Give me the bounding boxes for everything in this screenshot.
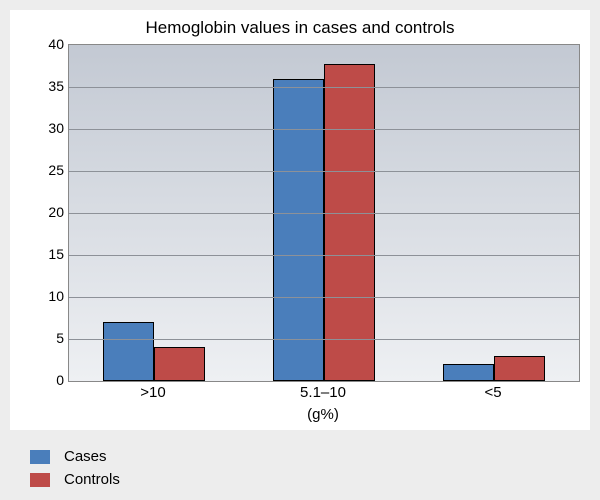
bar-cases: [443, 364, 494, 381]
y-tick-label: 10: [14, 288, 64, 304]
bar-controls: [494, 356, 545, 381]
legend-swatch: [30, 450, 50, 464]
legend-item: Controls: [30, 471, 120, 488]
x-axis-title: (g%): [68, 406, 578, 423]
legend-swatch: [30, 473, 50, 487]
y-axis-ticks: 0510152025303540: [10, 44, 68, 380]
bar-controls: [154, 347, 205, 381]
legend-label: Controls: [64, 471, 120, 488]
y-tick-label: 25: [14, 162, 64, 178]
gridline: [69, 87, 579, 88]
x-tick-label: >10: [140, 384, 165, 401]
gridline: [69, 297, 579, 298]
y-tick-label: 0: [14, 372, 64, 388]
gridline: [69, 339, 579, 340]
legend-item: Cases: [30, 448, 120, 465]
y-tick-label: 30: [14, 120, 64, 136]
y-tick-label: 5: [14, 330, 64, 346]
y-tick-label: 20: [14, 204, 64, 220]
bar-cases: [273, 79, 324, 381]
legend: Cases Controls: [30, 448, 120, 494]
gridline: [69, 171, 579, 172]
y-tick-label: 35: [14, 78, 64, 94]
plot-area: [68, 44, 580, 382]
bar-cases: [103, 322, 154, 381]
chart-container: Hemoglobin values in cases and controls …: [10, 10, 590, 430]
y-tick-label: 40: [14, 36, 64, 52]
x-axis-tick-labels: >10 5.1–10 <5: [68, 384, 578, 406]
chart-title: Hemoglobin values in cases and controls: [10, 18, 590, 38]
legend-label: Cases: [64, 448, 107, 465]
y-tick-label: 15: [14, 246, 64, 262]
gridline: [69, 255, 579, 256]
bar-controls: [324, 64, 375, 381]
x-tick-label: 5.1–10: [300, 384, 346, 401]
x-tick-label: <5: [484, 384, 501, 401]
gridline: [69, 213, 579, 214]
gridline: [69, 129, 579, 130]
